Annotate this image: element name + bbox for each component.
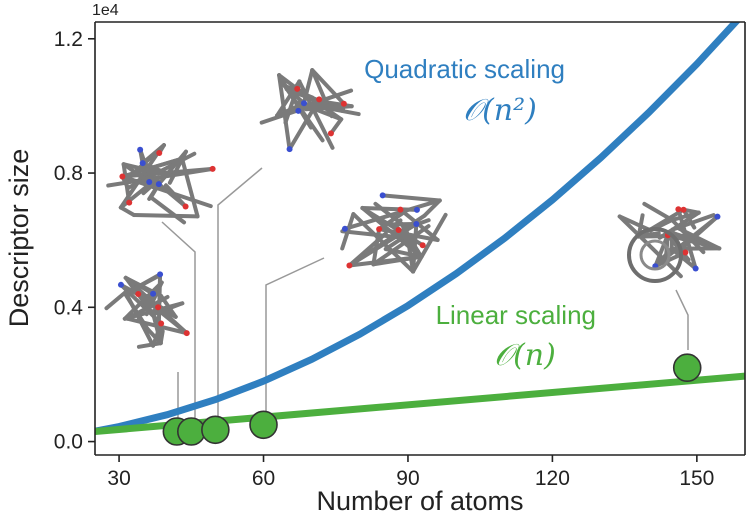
leader-line (217, 167, 263, 420)
axes-frame (94, 21, 746, 456)
data-points (162, 353, 702, 446)
x-axis-label: Number of atoms (316, 486, 523, 516)
data-point (672, 353, 702, 383)
data-point (249, 410, 278, 440)
series-label-quadratic: Quadratic scaling (364, 54, 565, 84)
y-tick-label: 0.4 (54, 296, 84, 319)
y-offset-label: 1e4 (92, 2, 119, 19)
y-axis-ticks: 0.0 0.4 0.8 1.2 (54, 28, 95, 454)
data-point (201, 415, 230, 445)
series-formula-linear: 𝒪(n) (494, 338, 556, 373)
series-formula-quadratic: 𝒪(n²) (463, 93, 537, 128)
x-tick-label: 30 (107, 467, 130, 490)
series-line-quadratic (95, 22, 741, 435)
molecule-illustrations (104, 68, 722, 349)
y-tick-label: 1.2 (54, 28, 83, 51)
y-tick-label: 0.8 (54, 162, 83, 185)
y-tick-label: 0.0 (54, 431, 83, 454)
x-tick-label: 60 (252, 467, 275, 490)
molecule-icon (617, 201, 722, 279)
leader-lines (161, 167, 689, 420)
molecule-icon (106, 143, 216, 225)
x-tick-label: 150 (679, 467, 714, 490)
molecule-icon (104, 271, 190, 349)
x-tick-label: 120 (535, 467, 570, 490)
leader-line (675, 289, 689, 350)
leader-line (161, 221, 196, 420)
data-point (176, 417, 206, 446)
series-label-linear: Linear scaling (436, 300, 596, 330)
molecule-icon (340, 192, 448, 274)
x-axis-ticks: 30 60 90 120 150 (107, 455, 714, 490)
y-axis-label: Descriptor size (4, 149, 34, 328)
leader-line (265, 257, 325, 412)
fullerene-icon (627, 227, 683, 283)
x-tick-label: 90 (396, 467, 419, 490)
molecule-icon (259, 68, 361, 153)
